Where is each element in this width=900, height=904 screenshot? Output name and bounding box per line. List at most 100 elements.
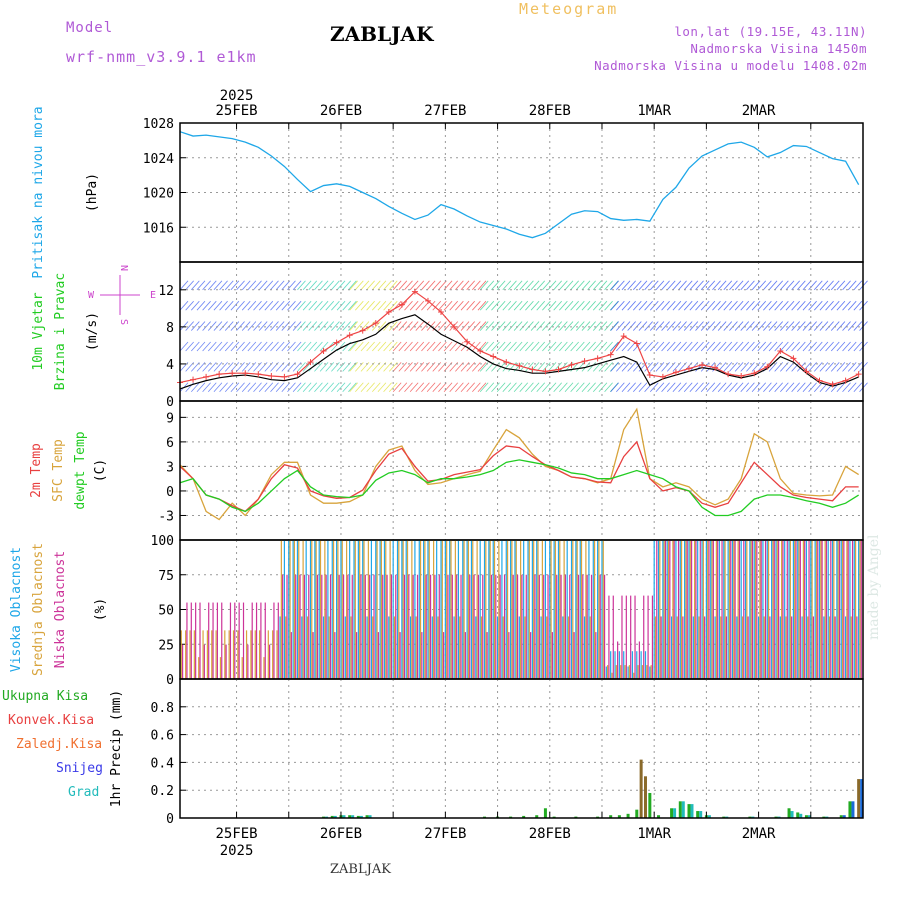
cloud-ylabel-2: Niska Oblacnost bbox=[53, 551, 68, 668]
wind-barb bbox=[813, 382, 823, 392]
pressure-ytick-label: 1020 bbox=[143, 187, 174, 202]
wind-barb bbox=[460, 362, 470, 372]
precip-legend-0: Ukupna Kisa bbox=[2, 689, 88, 704]
precip-legend-2: Zaledj.Kisa bbox=[16, 737, 102, 752]
wind-barb bbox=[247, 341, 257, 352]
wind-barb bbox=[689, 280, 699, 291]
wind-barb bbox=[426, 382, 436, 392]
wind-barb bbox=[723, 300, 733, 311]
precip-total-bar bbox=[535, 815, 539, 818]
wind-barb bbox=[421, 321, 430, 331]
wind-barb bbox=[485, 341, 495, 352]
wind-barb bbox=[443, 300, 453, 311]
wind-barb bbox=[297, 341, 306, 352]
wind-barb bbox=[409, 382, 419, 392]
wind-barb bbox=[377, 341, 387, 352]
wind-barb bbox=[336, 280, 346, 291]
wind-barb bbox=[610, 362, 619, 372]
precip-legend-3: Snijeg bbox=[56, 761, 103, 776]
wind-barb bbox=[723, 280, 733, 291]
wind-barb bbox=[308, 382, 318, 392]
wind-barb bbox=[553, 300, 562, 311]
wind-barb bbox=[734, 362, 744, 372]
precip-total-bar bbox=[678, 801, 682, 818]
wind-barb bbox=[604, 321, 613, 331]
wind-barb bbox=[830, 280, 840, 291]
wind-barb bbox=[191, 362, 200, 372]
wind-barb bbox=[587, 300, 596, 311]
wind-barb bbox=[847, 280, 857, 291]
wind-barb bbox=[780, 321, 789, 331]
time-label-bottom: 2MAR bbox=[742, 826, 776, 842]
wind-ylabel-1: 10m Vjetar bbox=[31, 292, 46, 370]
wind-barb bbox=[825, 300, 834, 311]
wind-barb bbox=[392, 321, 402, 331]
wind-barb bbox=[570, 280, 579, 291]
time-label-top: 1MAR bbox=[637, 103, 671, 119]
wind-barb bbox=[842, 280, 851, 291]
wind-barb bbox=[207, 382, 217, 392]
wind-barb bbox=[564, 300, 574, 311]
year-label-bottom: 2025 bbox=[220, 843, 254, 859]
time-label-bottom: 25FEB bbox=[215, 826, 257, 842]
wind-barb bbox=[253, 300, 262, 311]
wind-barb bbox=[661, 341, 670, 352]
precip-total-bar bbox=[696, 811, 700, 818]
wind-barb bbox=[479, 382, 489, 392]
wind-barb bbox=[202, 362, 211, 372]
wind-barb bbox=[542, 382, 551, 392]
wind-barb bbox=[325, 382, 335, 392]
wind-barb bbox=[502, 382, 512, 392]
precip-snow-bar bbox=[699, 811, 703, 818]
precip-total-bar bbox=[365, 815, 369, 818]
precip-snow-bar bbox=[807, 815, 811, 818]
precip-frame bbox=[179, 678, 864, 819]
time-label-top: 26FEB bbox=[320, 103, 362, 119]
wind-barb bbox=[808, 362, 817, 372]
wind-barb bbox=[729, 280, 738, 291]
wind-barb bbox=[449, 280, 459, 291]
wind-barb bbox=[808, 321, 817, 331]
wind-gust-marker bbox=[777, 347, 784, 354]
wind-barb bbox=[314, 341, 323, 352]
wind-barb bbox=[502, 280, 512, 291]
wind-barb bbox=[576, 341, 585, 352]
wind-barb bbox=[808, 300, 817, 311]
wind-barb bbox=[398, 300, 408, 311]
wind-barb bbox=[559, 341, 568, 352]
wind-barb bbox=[729, 341, 738, 352]
wind-barb bbox=[479, 280, 489, 291]
time-label-top: 2MAR bbox=[742, 103, 776, 119]
wind-barb bbox=[253, 280, 262, 291]
wind-barb bbox=[241, 280, 251, 291]
wind-barb bbox=[502, 300, 512, 311]
wind-barb bbox=[530, 300, 540, 311]
wind-barb bbox=[661, 300, 670, 311]
wind-barb bbox=[349, 362, 358, 372]
elevation-info: Nadmorska Visina 1450m bbox=[690, 41, 867, 56]
wind-barb bbox=[360, 382, 370, 392]
wind-barb bbox=[553, 382, 562, 392]
precip-snow-bar bbox=[333, 815, 337, 818]
wind-gust-marker bbox=[594, 355, 601, 362]
time-label-top: 28FEB bbox=[529, 103, 571, 119]
wind-barb bbox=[270, 321, 279, 331]
wind-barb bbox=[202, 300, 211, 311]
wind-barb bbox=[466, 382, 475, 392]
wind-gust-marker bbox=[829, 381, 836, 388]
wind-barb bbox=[449, 300, 459, 311]
wind-barb bbox=[297, 280, 306, 291]
wind-barb bbox=[559, 300, 568, 311]
wind-barb bbox=[513, 382, 523, 392]
wind-barb bbox=[547, 341, 557, 352]
wind-barb bbox=[325, 300, 335, 311]
wind-barb bbox=[695, 321, 704, 331]
wind-barb bbox=[706, 341, 716, 352]
wind-barb bbox=[460, 382, 470, 392]
wind-barb bbox=[785, 321, 795, 331]
wind-barb bbox=[633, 362, 642, 372]
pressure-unit-label: (hPa) bbox=[85, 173, 100, 212]
wind-ytick-label: 4 bbox=[166, 358, 174, 373]
wind-barb bbox=[819, 341, 829, 352]
